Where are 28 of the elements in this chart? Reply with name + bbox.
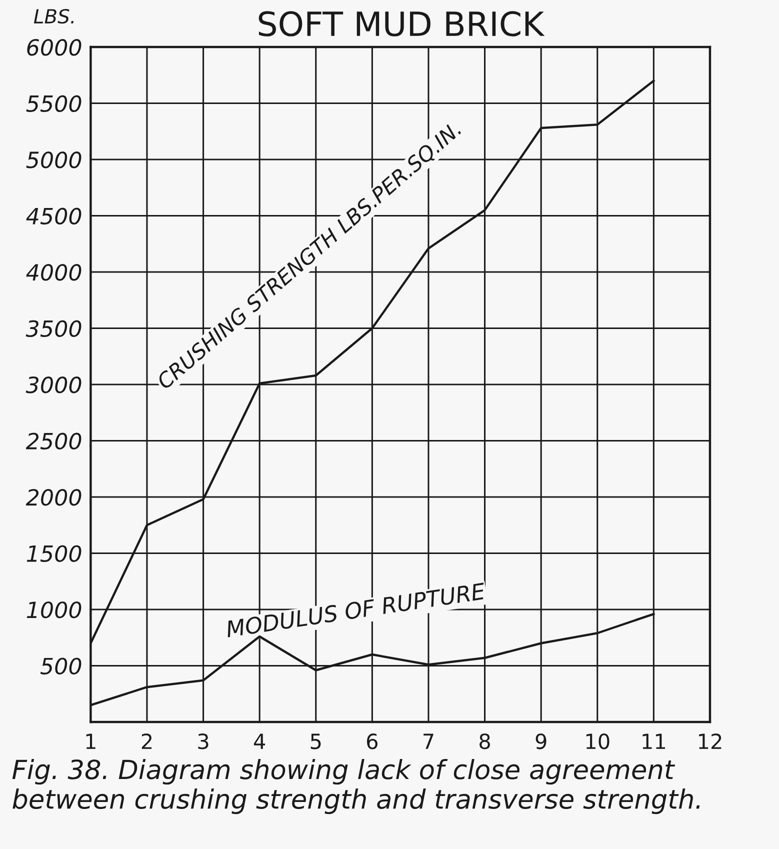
- x-tick-label: 11: [642, 734, 666, 749]
- x-tick-label: 3: [198, 733, 208, 750]
- y-tick-label: 1000: [26, 601, 82, 618]
- y-tick-label: 6000: [27, 38, 82, 56]
- y-axis-title: LBS.: [34, 8, 74, 24]
- text: MODULUS OF RUPTURE: [225, 582, 486, 638]
- y-tick-label: 4000: [26, 264, 82, 281]
- y-tick-label: 2000: [26, 488, 82, 506]
- x-tick-label: 4: [254, 734, 266, 749]
- x-tick-label: 5: [310, 734, 321, 750]
- x-tick-label: 8: [480, 733, 490, 750]
- x-tick-label: 7: [424, 734, 434, 749]
- x-tick-label: 12: [699, 733, 722, 749]
- x-tick-label: 2: [142, 733, 152, 749]
- y-tick-label: 2500: [26, 432, 82, 450]
- y-tick-label: 3000: [26, 376, 82, 394]
- y-tick-label: 5000: [26, 151, 82, 168]
- x-tick-label: 9: [536, 733, 546, 750]
- y-tick-label: 1500: [26, 545, 82, 562]
- chart-title: SOFT MUD BRICK: [258, 11, 545, 36]
- x-tick-label: 10: [586, 733, 610, 750]
- x-tick-label: 1: [86, 734, 96, 749]
- caption: Fig. 38. Diagram showing lack of close agreement between crushing strength and transverse strength.: [12, 759, 700, 814]
- y-tick-label: 5500: [26, 95, 82, 112]
- y-tick-label: 3500: [26, 320, 82, 338]
- y-tick-label: 4500: [26, 208, 82, 225]
- y-tick-label: 500: [40, 658, 82, 674]
- x-tick-label: 6: [367, 733, 378, 750]
